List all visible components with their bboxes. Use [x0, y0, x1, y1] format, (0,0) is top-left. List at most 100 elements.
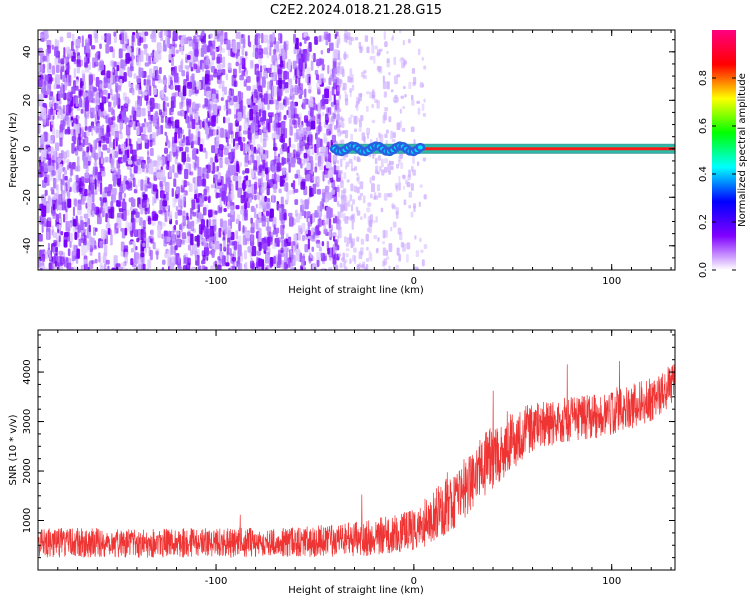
heatmap-cell [123, 175, 128, 181]
heatmap-cell [226, 130, 230, 138]
heatmap-cell [182, 210, 186, 218]
heatmap-cell [363, 213, 367, 219]
heatmap-cell [221, 80, 225, 92]
heatmap-cell [288, 162, 291, 173]
heatmap-cell [84, 100, 89, 112]
heatmap-cell [52, 212, 58, 219]
heatmap-cell [243, 130, 248, 135]
heatmap-cell [301, 200, 305, 211]
heatmap-cell [226, 225, 232, 237]
heatmap-cell [138, 263, 143, 270]
heatmap-cell [84, 114, 88, 127]
heatmap-cell [92, 57, 96, 68]
heatmap-cell [337, 229, 342, 239]
heatmap-cell [93, 107, 97, 116]
heatmap-cell [385, 249, 389, 257]
heatmap-cell [83, 156, 89, 169]
heatmap-cell [210, 265, 215, 270]
heatmap-cell [89, 176, 95, 184]
heatmap-cell [202, 206, 207, 216]
heatmap-cell [374, 45, 378, 50]
heatmap-cell [226, 244, 230, 255]
heatmap-cell [278, 80, 282, 89]
heatmap-cell [76, 156, 80, 168]
heatmap-cell [39, 146, 42, 153]
heatmap-cell [292, 245, 296, 253]
heatmap-cell [185, 56, 188, 63]
heatmap-cell [336, 86, 341, 92]
heatmap-cell [323, 214, 327, 224]
heatmap-cell [238, 63, 242, 74]
heatmap-cell [400, 241, 404, 248]
heatmap-cell [306, 162, 311, 171]
heatmap-cell [263, 106, 266, 112]
heatmap-cell [196, 81, 201, 90]
heatmap-cell [219, 218, 224, 228]
heatmap-cell [118, 113, 122, 120]
heatmap-cell [357, 98, 360, 105]
heatmap-cell [355, 102, 359, 111]
heatmap-cell [59, 137, 63, 147]
heatmap-cell [149, 139, 153, 148]
heatmap-cell [65, 212, 68, 221]
heatmap-cell [88, 90, 93, 101]
heatmap-cell [271, 173, 275, 185]
heatmap-cell [373, 220, 376, 224]
heatmap-cell [399, 108, 402, 114]
heatmap-cell [184, 65, 190, 70]
heatmap-cell [137, 121, 141, 127]
heatmap-cell [131, 88, 135, 96]
heatmap-cell [46, 39, 52, 48]
heatmap-cell [82, 73, 86, 82]
heatmap-cell [348, 117, 352, 124]
heatmap-cell [158, 31, 162, 39]
heatmap-cell [382, 75, 385, 83]
heatmap-cell [311, 246, 315, 252]
heatmap-cell [330, 207, 333, 218]
heatmap-cell [119, 120, 124, 130]
heatmap-cell [373, 55, 376, 64]
heatmap-cell [55, 74, 60, 85]
heatmap-cell [81, 35, 84, 48]
heatmap-cell [226, 108, 232, 115]
heatmap-cell [375, 169, 378, 174]
heatmap-cell [388, 160, 392, 166]
heatmap-cell [328, 267, 333, 270]
heatmap-cell [236, 160, 239, 173]
heatmap-cell [99, 241, 103, 248]
heatmap-cell [265, 267, 268, 270]
heatmap-cell [356, 236, 360, 242]
heatmap-cell [206, 164, 211, 174]
heatmap-cell [356, 264, 361, 270]
heatmap-cell [103, 244, 108, 256]
heatmap-cell [49, 254, 52, 261]
heatmap-cell [357, 195, 362, 201]
heatmap-cell [356, 186, 360, 194]
heatmap-cell [384, 133, 388, 139]
heatmap-cell [219, 245, 222, 253]
heatmap-cell [156, 69, 159, 80]
heatmap-cell [292, 74, 296, 81]
y-tick-label: -40 [22, 238, 33, 254]
heatmap-cell [410, 211, 414, 218]
heatmap-cell [353, 128, 358, 133]
heatmap-cell [189, 171, 194, 176]
heatmap-cell [118, 196, 122, 202]
heatmap-cell [160, 30, 164, 42]
heatmap-cell [244, 209, 248, 221]
heatmap-cell [157, 103, 161, 110]
heatmap-cell [162, 100, 166, 112]
heatmap-cell [342, 155, 346, 161]
heatmap-cell [186, 157, 191, 163]
heatmap-cell [232, 40, 236, 53]
heatmap-cell [89, 244, 93, 256]
heatmap-cell [129, 66, 135, 72]
heatmap-cell [116, 159, 121, 169]
heatmap-cell [54, 46, 59, 57]
heatmap-cell [309, 99, 314, 108]
heatmap-cell [326, 206, 331, 219]
heatmap-cell [71, 135, 76, 142]
heatmap-cell [216, 129, 219, 136]
heatmap-cell [42, 102, 47, 108]
heatmap-cell [66, 222, 70, 231]
